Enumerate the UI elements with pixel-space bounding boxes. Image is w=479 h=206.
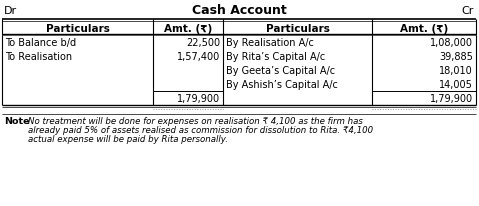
Text: Particulars: Particulars xyxy=(265,23,330,33)
Text: Dr: Dr xyxy=(4,6,17,16)
Text: To Realisation: To Realisation xyxy=(5,52,72,62)
Text: No treatment will be done for expenses on realisation ₹ 4,100 as the firm has: No treatment will be done for expenses o… xyxy=(28,117,363,126)
Text: By Ashish’s Capital A/c: By Ashish’s Capital A/c xyxy=(226,80,338,90)
Text: Particulars: Particulars xyxy=(46,23,109,33)
Text: By Realisation A/c: By Realisation A/c xyxy=(226,38,314,48)
Text: Amt. (₹): Amt. (₹) xyxy=(164,23,212,33)
Text: 1,08,000: 1,08,000 xyxy=(430,38,473,48)
Text: Note: Note xyxy=(4,117,30,126)
Text: 1,57,400: 1,57,400 xyxy=(177,52,220,62)
Text: Cash Account: Cash Account xyxy=(192,5,286,18)
Text: 22,500: 22,500 xyxy=(186,38,220,48)
Text: actual expense will be paid by Rita personally.: actual expense will be paid by Rita pers… xyxy=(28,135,228,144)
Text: 1,79,900: 1,79,900 xyxy=(430,94,473,103)
Text: 18,010: 18,010 xyxy=(439,66,473,76)
Text: To Balance b/d: To Balance b/d xyxy=(5,38,76,48)
Text: 39,885: 39,885 xyxy=(439,52,473,62)
Text: already paid 5% of assets realised as commission for dissolution to Rita. ₹4,100: already paid 5% of assets realised as co… xyxy=(28,126,373,135)
Text: 1,79,900: 1,79,900 xyxy=(177,94,220,103)
Text: Amt. (₹): Amt. (₹) xyxy=(400,23,448,33)
Text: By Rita’s Capital A/c: By Rita’s Capital A/c xyxy=(226,52,325,62)
Text: By Geeta’s Capital A/c: By Geeta’s Capital A/c xyxy=(226,66,335,76)
Text: Cr: Cr xyxy=(462,6,474,16)
Text: 14,005: 14,005 xyxy=(439,80,473,90)
